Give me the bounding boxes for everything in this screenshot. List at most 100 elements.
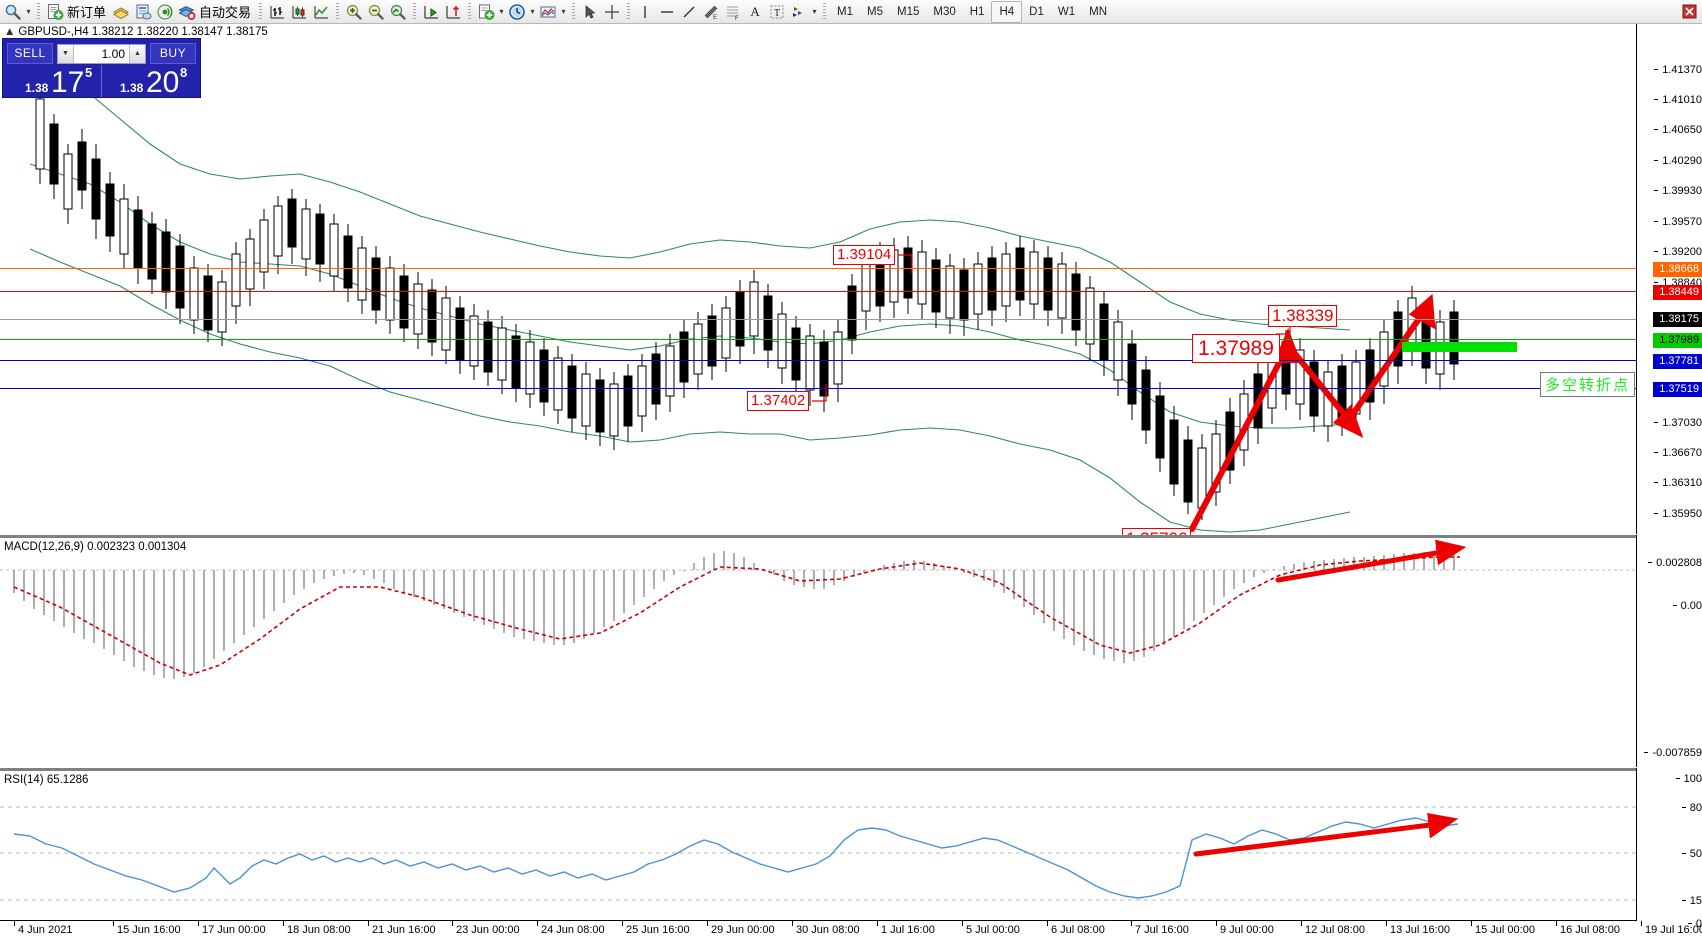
signals-button[interactable]	[154, 1, 176, 23]
trendline-icon[interactable]	[678, 1, 700, 23]
price-tag-137989[interactable]: 1.37989	[1192, 334, 1280, 363]
tab-timeframe-d1[interactable]: D1	[1029, 5, 1044, 18]
price-plot	[29, 78, 1459, 533]
support-line-137519[interactable]	[0, 388, 1637, 389]
toolbar-separator-4	[413, 2, 417, 21]
indicators-dropdown-caret[interactable]: ▾	[561, 6, 566, 16]
templates-dropdown-caret[interactable]: ▾	[499, 6, 504, 16]
resistance-line-138449[interactable]	[0, 291, 1637, 292]
sell-price-prefix: 1.38	[25, 81, 49, 95]
zoom-out-icon[interactable]	[365, 1, 387, 23]
trend-turning-point-label[interactable]: 多空转折点	[1540, 372, 1636, 397]
toolbar-separator	[37, 2, 40, 21]
volume-stepper[interactable]: ▼ 1.00 ▲	[57, 43, 146, 64]
horizontal-line-icon[interactable]	[656, 1, 678, 23]
rsi-tick: 15	[1681, 895, 1702, 907]
tab-timeframe-mn[interactable]: MN	[1089, 5, 1107, 18]
text-label-icon[interactable]: T	[766, 1, 788, 23]
indicators-list-icon[interactable]	[537, 1, 559, 23]
price-pane[interactable]: ▲ GBPUSD-,H4 1.38212 1.38220 1.38147 1.38…	[0, 24, 1702, 550]
price-tick: 1.39570	[1654, 216, 1702, 228]
time-tick-label: 12 Jul 08:00	[1305, 924, 1365, 936]
chart-shift-icon[interactable]	[442, 1, 464, 23]
macd-tick: 0.002808	[1648, 557, 1702, 569]
price-badge-138175: 1.38175	[1653, 312, 1702, 327]
buy-quote[interactable]: 1.38 20 8	[101, 65, 200, 99]
time-tick-separator	[537, 921, 538, 926]
zoom-in-icon[interactable]	[343, 1, 365, 23]
time-tick-label: 19 Jul 16:00	[1645, 924, 1702, 936]
bar-chart-icon[interactable]	[266, 1, 288, 23]
volume-input[interactable]: 1.00	[101, 46, 125, 61]
expert-advisors-button[interactable]	[132, 1, 154, 23]
price-badge-137519[interactable]: 1.37519	[1653, 382, 1702, 397]
sell-quote[interactable]: 1.38 17 5	[3, 65, 101, 99]
time-tick-label: 15 Jun 16:00	[117, 924, 181, 936]
rsi-tick: 100	[1675, 773, 1702, 785]
candlestick-chart-icon[interactable]	[288, 1, 310, 23]
auto-trading-label: 自动交易	[199, 5, 252, 20]
text-icon[interactable]: A	[750, 3, 760, 19]
rsi-price-scale[interactable]: 100 80 50 15 0	[1636, 768, 1702, 942]
vertical-line-icon[interactable]	[634, 1, 656, 23]
tab-timeframe-m30[interactable]: M30	[933, 5, 956, 18]
rsi-pane[interactable]: RSI(14) 65.1286 100 80 50 15 0	[0, 768, 1702, 942]
templates-icon[interactable]	[475, 1, 497, 23]
highlight-zone-bar[interactable]	[1402, 342, 1517, 352]
tab-timeframe-m1[interactable]: M1	[837, 5, 854, 18]
one-click-trading-panel[interactable]: SELL ▼ 1.00 ▲ BUY 1.38 17 5 1.38 20 8	[2, 38, 201, 99]
auto-trading-button[interactable]: 自动交易	[176, 1, 255, 23]
time-tick-separator	[113, 921, 114, 926]
indicators-button[interactable]	[110, 1, 132, 23]
price-badge-138668[interactable]: 1.38668	[1653, 262, 1702, 277]
period-icon[interactable]	[506, 1, 528, 23]
volume-decrease-icon[interactable]: ▼	[58, 44, 74, 63]
buy-button[interactable]: BUY	[150, 43, 196, 64]
tab-timeframe-h1[interactable]: H1	[969, 5, 985, 18]
support-line-137781[interactable]	[0, 360, 1637, 361]
macd-tick: -0.007859	[1644, 747, 1702, 759]
period-dropdown-caret[interactable]: ▾	[530, 6, 535, 16]
pivot-line-137989[interactable]	[0, 339, 1637, 340]
fibonacci-icon[interactable]: F	[722, 1, 744, 23]
price-tag-138339[interactable]: 1.38339	[1268, 305, 1338, 327]
current-price-line-138175[interactable]	[0, 319, 1637, 320]
price-scale[interactable]: 1.41370 1.41010 1.40650 1.40290 1.39930 …	[1636, 24, 1702, 550]
tab-timeframe-w1[interactable]: W1	[1057, 5, 1076, 18]
zoom-fit-icon[interactable]	[387, 1, 409, 23]
crosshair-icon[interactable]	[601, 1, 623, 23]
symbol-header: ▲ GBPUSD-,H4 1.38212 1.38220 1.38147 1.38…	[4, 26, 268, 38]
equidistant-channel-icon[interactable]: E	[700, 1, 722, 23]
svg-text:E: E	[713, 15, 717, 21]
resistance-line-138668[interactable]	[0, 268, 1637, 269]
new-order-button[interactable]: 新订单	[44, 1, 110, 23]
time-scale[interactable]: 4 Jun 2021 15 Jun 16:00 17 Jun 00:00 18 Jun…	[0, 920, 1702, 942]
price-tag-139104[interactable]: 1.39104	[833, 245, 896, 265]
sell-button[interactable]: SELL	[7, 43, 53, 64]
tab-timeframe-m5[interactable]: M5	[867, 5, 883, 18]
tab-timeframe-m15[interactable]: M15	[897, 5, 920, 18]
shapes-dropdown-caret[interactable]: ▾	[812, 6, 817, 16]
time-tick-separator	[1556, 921, 1557, 926]
main-toolbar: ▾ 新订单 自动交易	[0, 0, 1702, 24]
price-tag-137402[interactable]: 1.37402	[747, 391, 810, 411]
macd-price-scale[interactable]: 0.002808 0.00 -0.007859	[1636, 535, 1702, 767]
close-icon[interactable]	[1678, 1, 1700, 23]
price-badge-137989[interactable]: 1.37989	[1653, 333, 1702, 348]
auto-scroll-icon[interactable]	[420, 1, 442, 23]
tab-timeframe-h4[interactable]: H4	[991, 0, 1023, 23]
price-badge-138449[interactable]: 1.38449	[1653, 285, 1702, 300]
price-tick: 1.36310	[1654, 477, 1702, 489]
time-tick-label: 4 Jun 2021	[18, 924, 73, 936]
macd-pane[interactable]: MACD(12,26,9) 0.002323 0.001304	[0, 535, 1702, 767]
zoom-dropdown-caret[interactable]: ▾	[26, 6, 31, 16]
time-tick-separator	[1386, 921, 1387, 926]
price-badge-137781[interactable]: 1.37781	[1653, 354, 1702, 369]
shapes-icon[interactable]	[788, 1, 810, 23]
chart-container[interactable]: ▲ GBPUSD-,H4 1.38212 1.38220 1.38147 1.38…	[0, 24, 1702, 942]
zoom-search-icon[interactable]	[2, 1, 24, 23]
cursor-icon[interactable]	[579, 1, 601, 23]
line-chart-icon[interactable]	[310, 1, 332, 23]
volume-increase-icon[interactable]: ▲	[129, 44, 145, 63]
svg-text:F: F	[735, 16, 739, 21]
